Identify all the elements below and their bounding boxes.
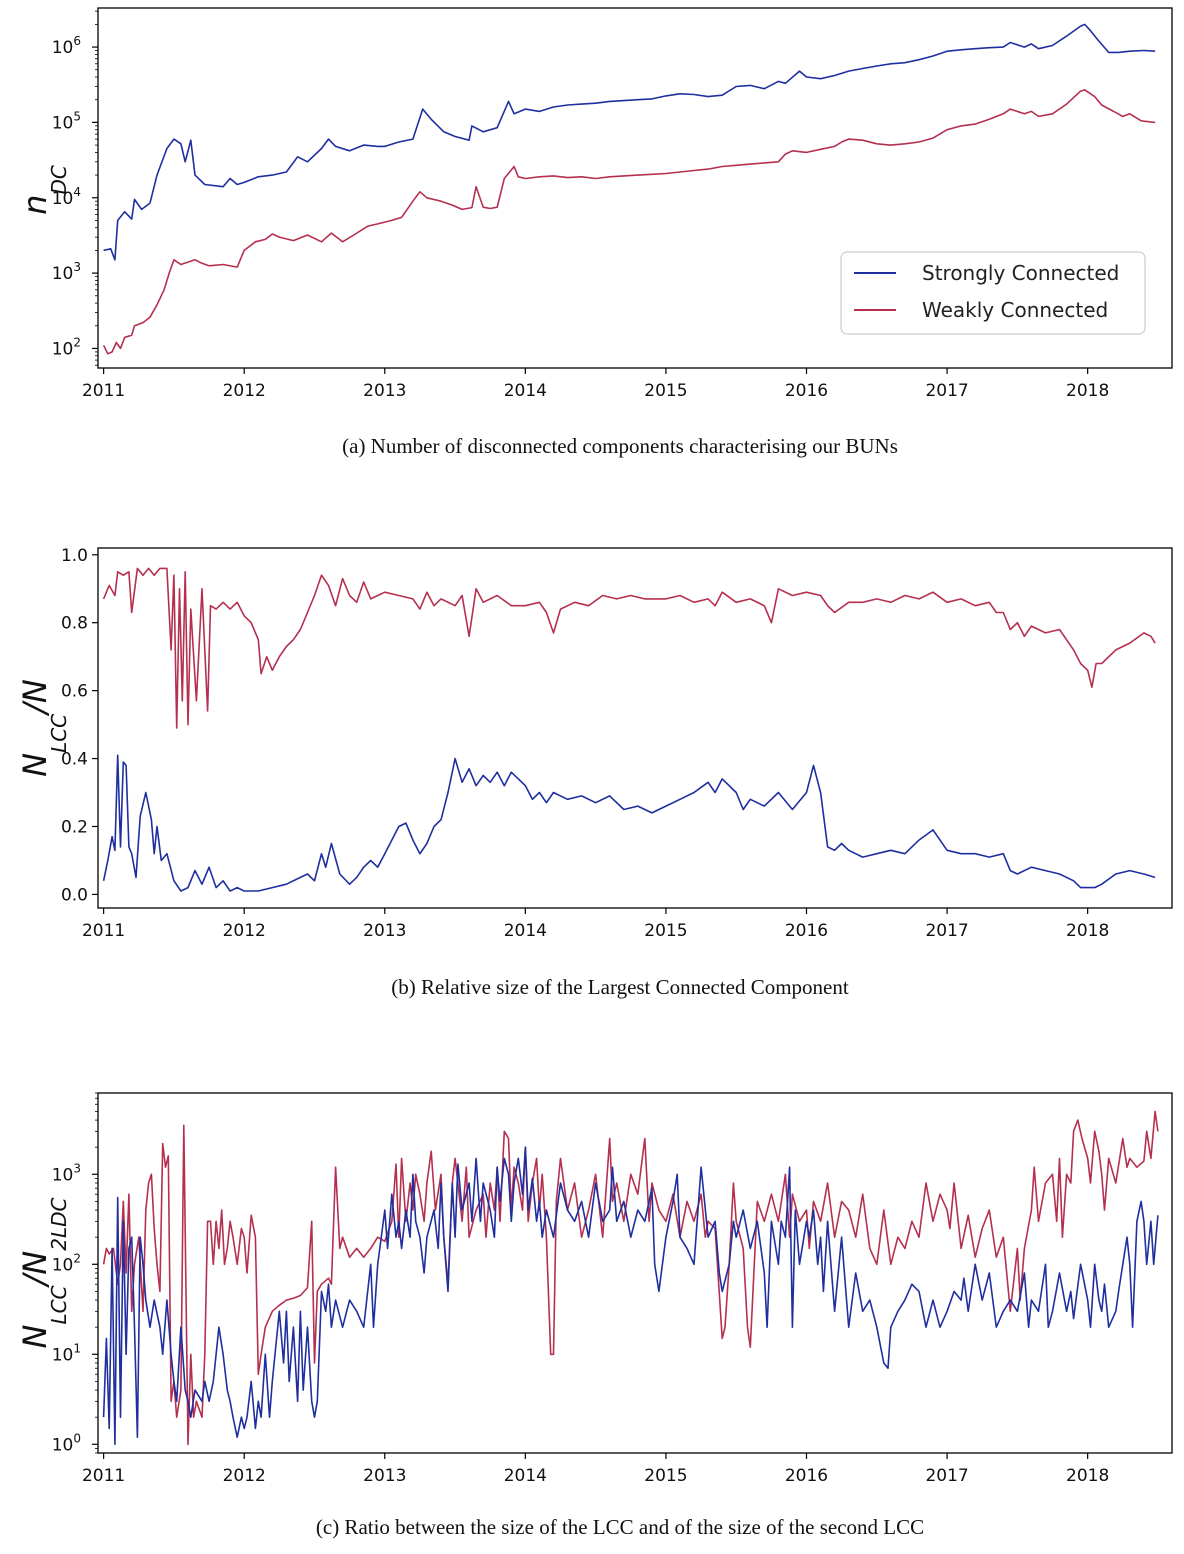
legend-box [840, 251, 1146, 335]
x-tick-label: 2014 [504, 381, 547, 401]
y-tick-label: 104 [52, 185, 81, 209]
y-tick-label: 103 [52, 260, 81, 284]
x-tick-label: 2014 [504, 921, 547, 941]
y-tick-label: 0.0 [61, 885, 88, 905]
x-tick-label: 2017 [925, 381, 968, 401]
y-tick-label: 102 [52, 1251, 81, 1275]
x-tick-label: 2012 [223, 921, 266, 941]
series-line-weakly-connected [102, 89, 1156, 355]
x-tick-label: 2016 [785, 1466, 828, 1486]
y-axis-label: NLCC/N2LDC [16, 1197, 71, 1348]
legend: Strongly Connected Weakly Connected [840, 251, 1146, 335]
series-line-strongly-connected [102, 1146, 1159, 1446]
y-tick-label: 105 [52, 109, 81, 133]
axis-ticks: 2011 2012 2013 2014 2015 2016 2017 2018 0.0 0.2 0.… [61, 546, 1109, 941]
panel-lcc-ratio: 2011 2012 2013 2014 2015 2016 2017 2018 100 101 10… [16, 1092, 1173, 1539]
y-tick-label: 106 [52, 34, 81, 58]
x-tick-label: 2015 [644, 1466, 687, 1486]
x-tick-label: 2018 [1066, 381, 1109, 401]
x-tick-label: 2016 [785, 921, 828, 941]
legend-label-strongly-connected: Strongly Connected [922, 261, 1119, 285]
caption: (b) Relative size of the Largest Connect… [391, 975, 849, 999]
x-tick-label: 2012 [223, 381, 266, 401]
y-tick-label: 100 [52, 1431, 81, 1455]
y-tick-label: 0.4 [61, 750, 88, 770]
x-tick-label: 2017 [925, 921, 968, 941]
y-tick-label: 103 [52, 1161, 81, 1185]
x-tick-label: 2013 [363, 1466, 406, 1486]
y-tick-label: 102 [52, 335, 81, 359]
plot-frame [97, 547, 1173, 909]
x-tick-label: 2014 [504, 1466, 547, 1486]
plot-frame [97, 1092, 1173, 1454]
series-layer [102, 1110, 1159, 1446]
series-layer [102, 23, 1156, 355]
x-tick-label: 2016 [785, 381, 828, 401]
x-tick-label: 2013 [363, 381, 406, 401]
panel-lcc-relative-size: 2011 2012 2013 2014 2015 2016 2017 2018 0.0 0.2 0.… [16, 546, 1173, 999]
x-tick-label: 2011 [82, 1466, 125, 1486]
y-tick-label: 0.2 [61, 817, 88, 837]
x-tick-label: 2011 [82, 381, 125, 401]
caption: (a) Number of disconnected components ch… [342, 434, 898, 458]
x-tick-label: 2017 [925, 1466, 968, 1486]
x-tick-label: 2018 [1066, 921, 1109, 941]
y-tick-label: 0.6 [61, 682, 88, 702]
x-tick-label: 2013 [363, 921, 406, 941]
y-axis-label: NLCC/N [16, 679, 71, 777]
y-tick-label: 1.0 [61, 546, 88, 566]
series-line-strongly-connected [102, 754, 1156, 892]
y-axis-label: nDC [16, 165, 71, 215]
x-tick-label: 2012 [223, 1466, 266, 1486]
y-tick-label: 101 [52, 1341, 81, 1365]
x-tick-label: 2011 [82, 921, 125, 941]
y-tick-label: 0.8 [61, 614, 88, 634]
plot-frame [97, 7, 1173, 369]
x-tick-label: 2018 [1066, 1466, 1109, 1486]
series-line-weakly-connected [102, 1110, 1159, 1446]
panel-ndc: 2011 2012 2013 2014 2015 2016 2017 2018 102 103 10… [16, 7, 1173, 458]
series-line-strongly-connected [103, 23, 1156, 261]
x-tick-label: 2015 [644, 921, 687, 941]
axis-ticks: 2011 2012 2013 2014 2015 2016 2017 2018 102 103 10… [52, 10, 1109, 401]
axis-ticks: 2011 2012 2013 2014 2015 2016 2017 2018 100 101 10… [52, 1092, 1109, 1486]
series-line-weakly-connected [102, 567, 1156, 729]
caption: (c) Ratio between the size of the LCC an… [316, 1515, 924, 1539]
legend-label-weakly-connected: Weakly Connected [922, 298, 1108, 322]
series-layer [102, 567, 1156, 892]
x-tick-label: 2015 [644, 381, 687, 401]
